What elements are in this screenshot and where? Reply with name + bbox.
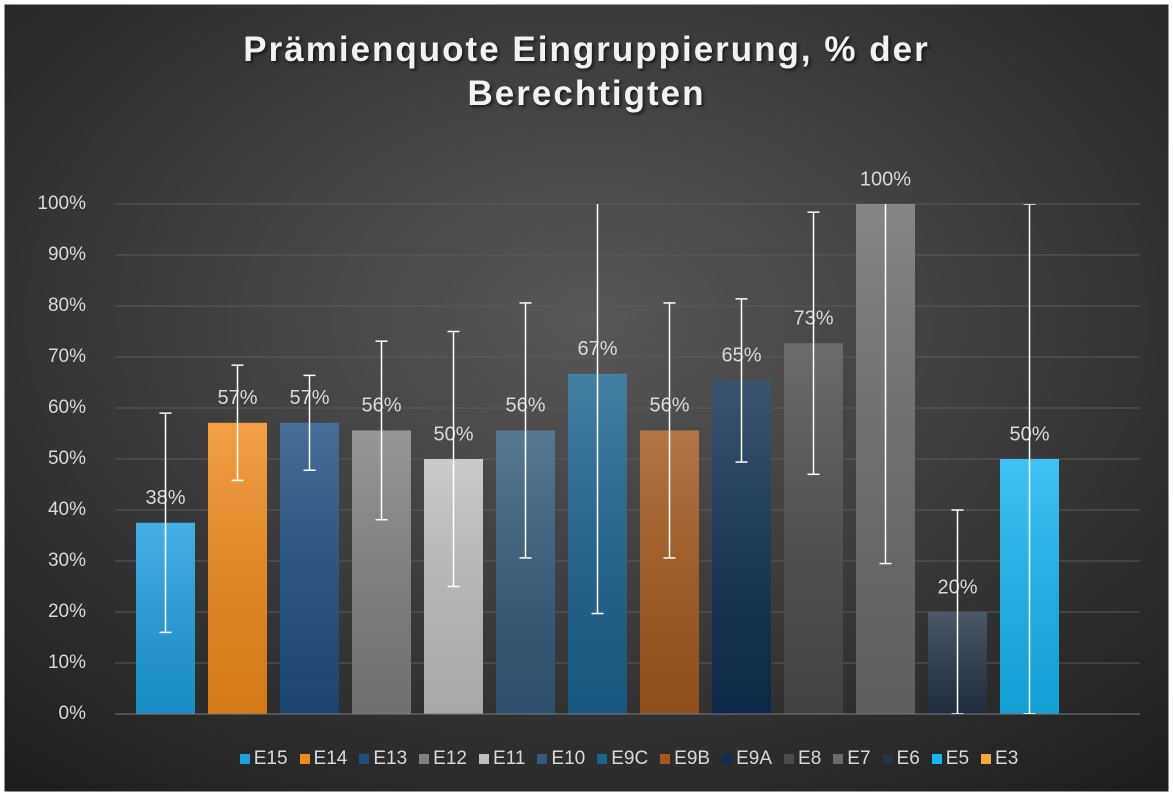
legend-label: E5 — [945, 748, 970, 769]
legend-swatch — [784, 754, 795, 764]
legend-swatch — [478, 754, 489, 764]
y-tick-label: 20% — [48, 601, 86, 622]
legend-swatch — [833, 754, 844, 764]
legend-swatch — [537, 754, 548, 764]
legend-item: E11 — [478, 748, 526, 770]
y-tick-label: 40% — [48, 499, 86, 520]
legend-swatch — [359, 754, 370, 764]
legend-item: E15 — [239, 748, 288, 770]
legend-item: E7 — [833, 748, 871, 770]
legend-item: E8 — [784, 748, 821, 770]
legend-label: E3 — [995, 748, 1019, 769]
legend-item: E9B — [660, 748, 710, 770]
legend-label: E15 — [253, 748, 288, 769]
legend-label: E11 — [492, 748, 526, 769]
y-tick-label: 10% — [48, 652, 86, 673]
bar-shade — [280, 422, 339, 714]
legend-label: E14 — [313, 748, 348, 769]
y-tick-label: 90% — [48, 244, 86, 265]
legend-label: E13 — [373, 748, 408, 769]
chart-title: Prämienquote Eingruppierung, % der Berec… — [243, 30, 930, 113]
y-tick-label: 0% — [59, 703, 87, 724]
legend-item: E5 — [931, 748, 970, 770]
legend-label: E7 — [847, 748, 871, 769]
data-label: 100% — [860, 168, 911, 190]
legend-item: E14 — [299, 748, 348, 770]
legend-item: E6 — [882, 748, 920, 770]
y-tick-label: 80% — [48, 295, 86, 316]
legend-swatch — [931, 754, 942, 764]
legend-label: E12 — [433, 748, 467, 769]
legend-swatch — [660, 754, 671, 764]
legend-swatch — [419, 754, 430, 764]
y-tick-label: 50% — [48, 448, 86, 469]
legend-item: E12 — [419, 748, 467, 770]
legend-item: E3 — [981, 748, 1018, 770]
legend-item: E10 — [537, 748, 585, 770]
legend-swatch — [597, 754, 608, 764]
legend-label: E9C — [611, 748, 649, 769]
legend-swatch — [722, 754, 733, 764]
legend-label: E6 — [896, 748, 920, 769]
legend-label: E8 — [798, 748, 822, 769]
legend-swatch — [299, 754, 310, 764]
legend-swatch — [882, 754, 893, 764]
legend-label: E9B — [674, 748, 711, 769]
legend-item: E9C — [597, 748, 648, 770]
y-tick-label: 70% — [48, 346, 86, 367]
legend: E15 E14 E13 E12 E11 E10 E9C E9B E9A E8 E7 E6 E5 E3 — [0, 748, 1173, 770]
legend-item: E13 — [359, 748, 407, 770]
legend-swatch — [239, 754, 250, 764]
y-tick-label: 30% — [48, 550, 86, 571]
legend-item: E9A — [722, 748, 772, 770]
y-tick-label: 60% — [48, 397, 86, 418]
error-bars — [159, 204, 1036, 714]
legend-label: E10 — [551, 748, 586, 769]
legend-label: E9A — [736, 748, 773, 769]
legend-swatch — [981, 754, 992, 764]
y-tick-label: 100% — [37, 193, 86, 214]
